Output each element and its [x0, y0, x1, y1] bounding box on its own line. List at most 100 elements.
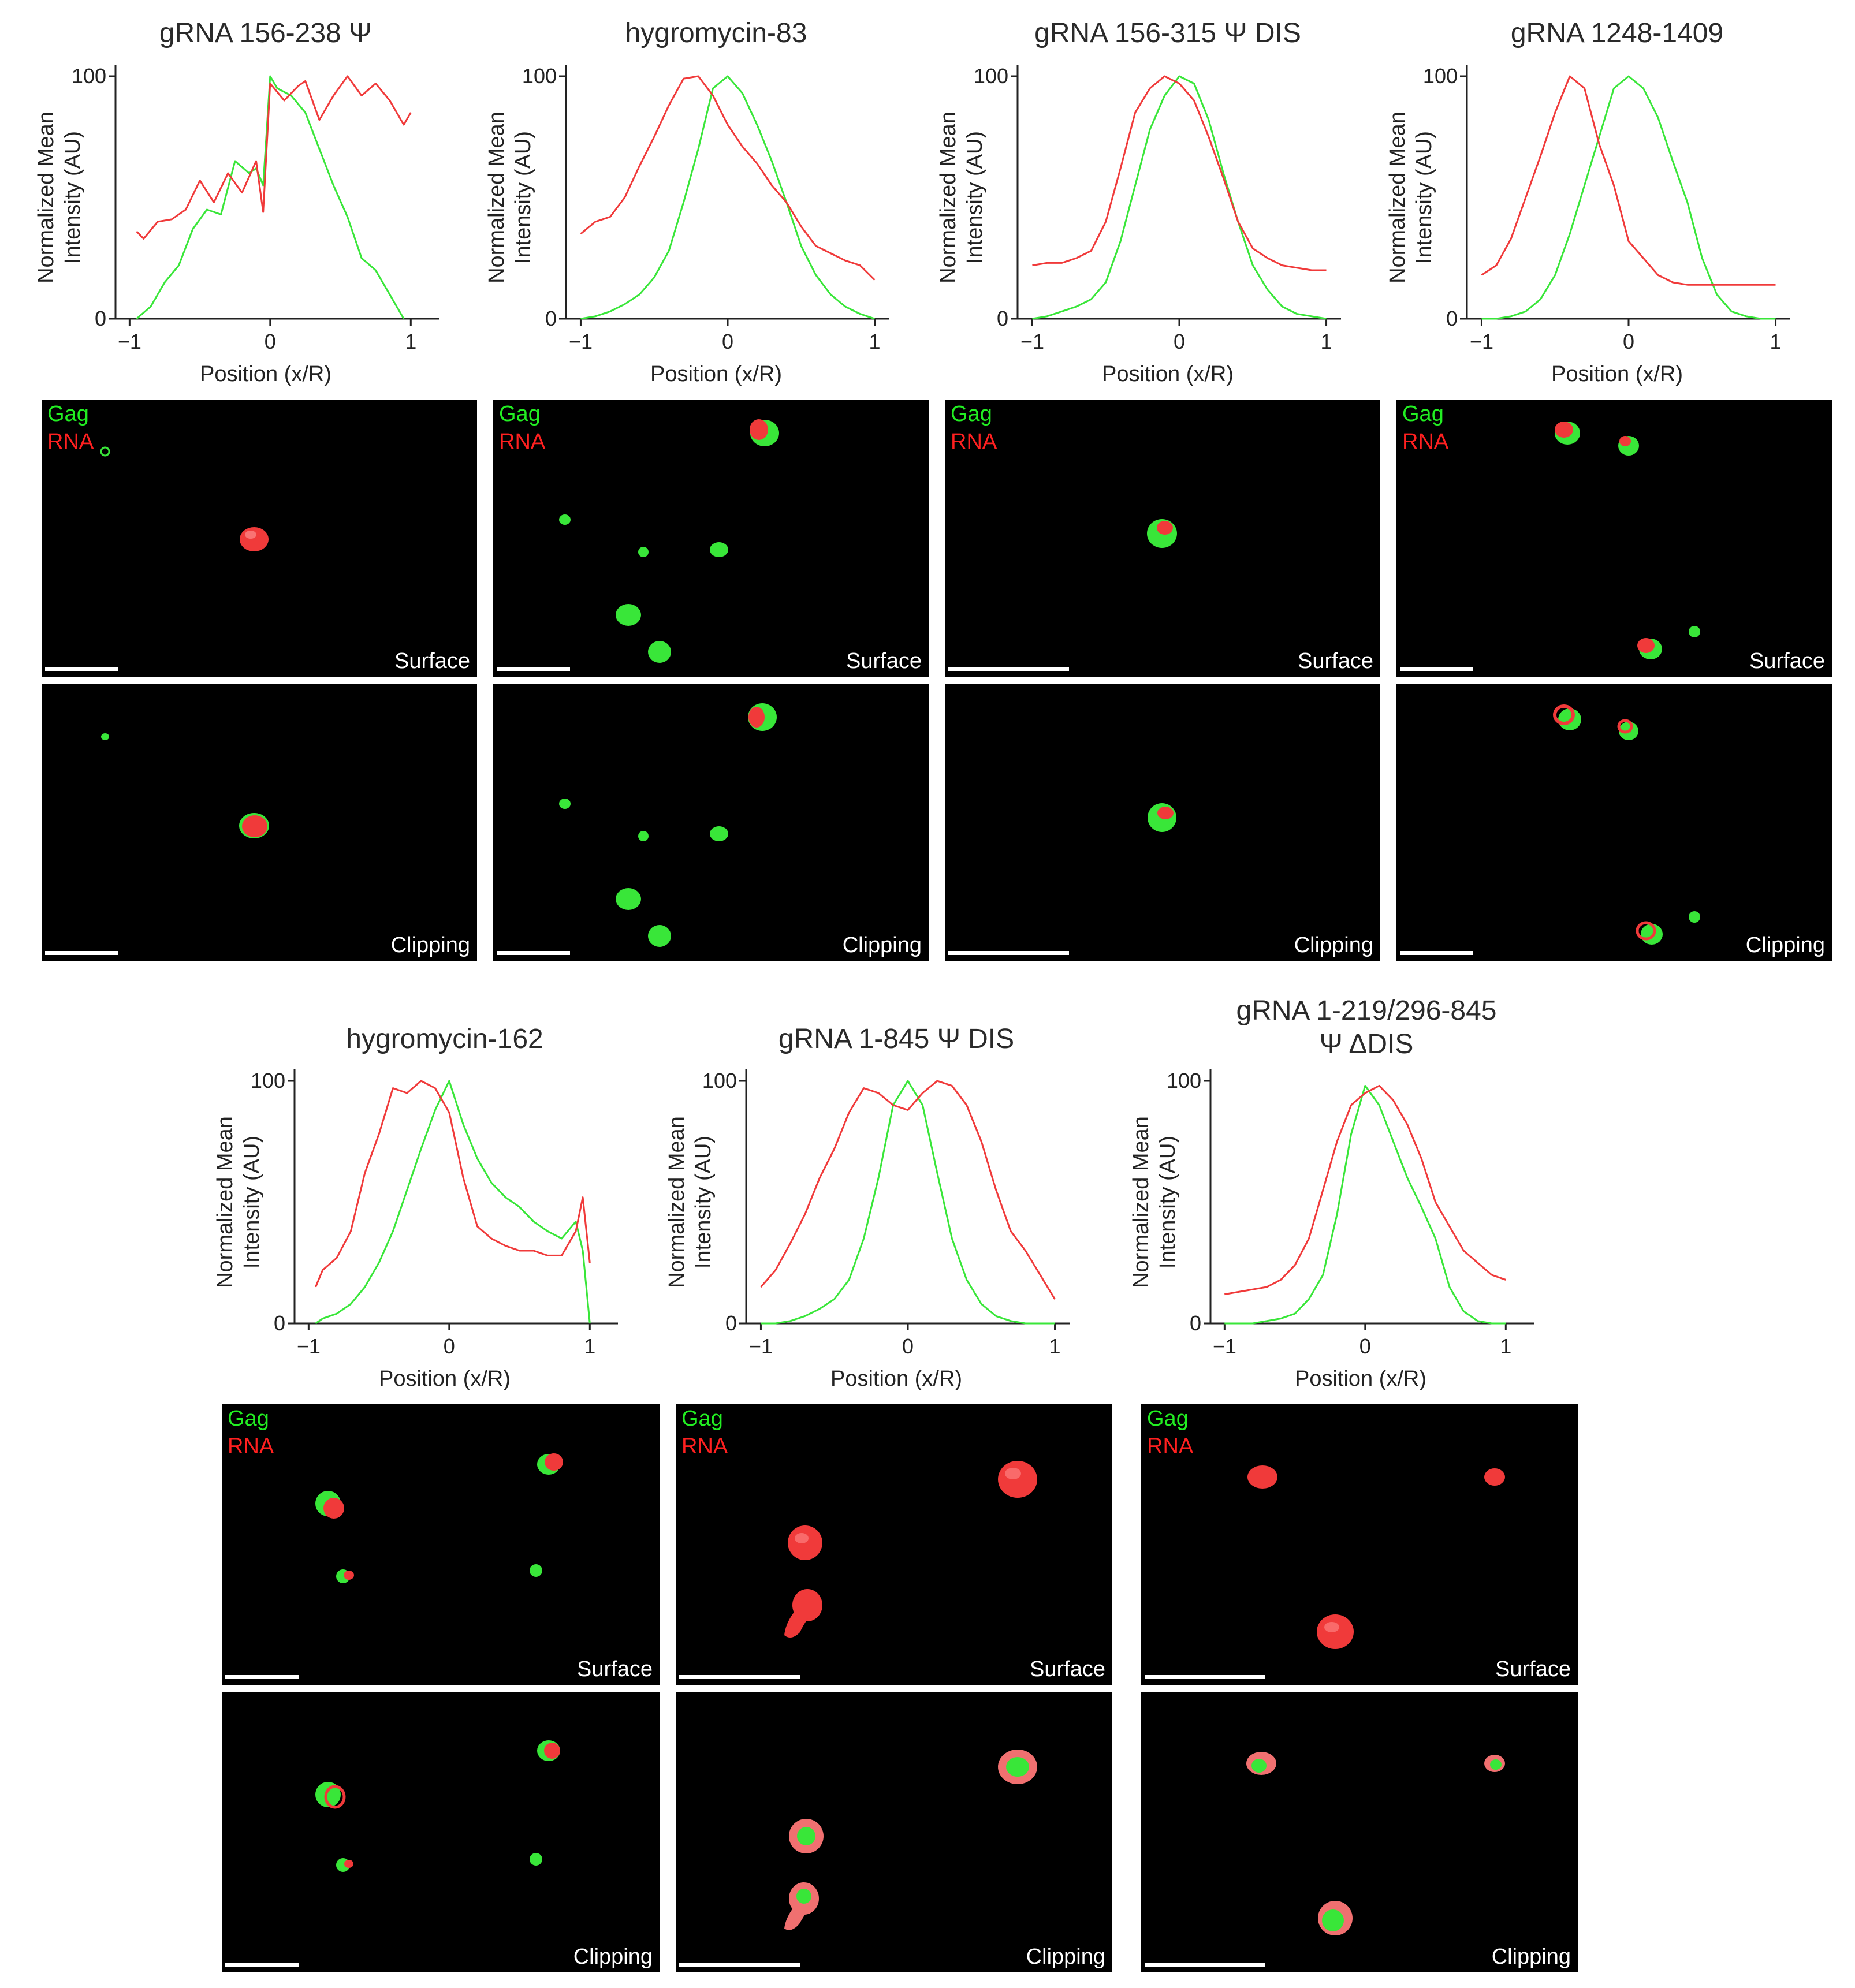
x-tick-label: −1	[569, 330, 593, 353]
clipping-render: Clipping	[945, 684, 1380, 961]
rna-particle	[344, 1860, 353, 1868]
scale-bar	[679, 1675, 800, 1679]
gag-series-line	[761, 1080, 1055, 1325]
rna-tail	[784, 1907, 807, 1930]
y-tick-label: 0	[725, 1311, 737, 1335]
particle-image	[559, 419, 779, 663]
gag-particle	[797, 1827, 815, 1845]
y-axis-label-line-2: Intensity (AU)	[240, 1136, 264, 1269]
clipping-render: Clipping	[676, 1692, 1112, 1972]
particle-image	[1246, 1752, 1505, 1935]
particle-image	[315, 1740, 560, 1872]
rna-label: RNA	[951, 430, 997, 454]
clipping-label: Clipping	[1294, 933, 1373, 957]
scale-bar	[45, 667, 118, 671]
x-tick-label: 0	[444, 1334, 455, 1358]
surface-label: Surface	[1749, 649, 1825, 673]
particle-image	[559, 703, 777, 947]
x-axis-label: Position (x/R)	[830, 1367, 962, 1391]
gag-series-line	[1481, 75, 1776, 320]
line-chart: 0 100 −1 0 1 Position (x/R) Normalized Mean Int…	[485, 64, 889, 386]
y-axis-label-line-1: Normalized Mean	[665, 1116, 689, 1288]
particle-image	[1553, 704, 1700, 945]
line-chart: 0 100 −1 0 1 Position (x/R) Normalized Mean Int…	[936, 64, 1341, 386]
x-axis-label: Position (x/R)	[1551, 362, 1683, 386]
x-tick-label: 1	[1321, 330, 1332, 353]
particle-image	[784, 1750, 1037, 1930]
panel-title: gRNA 156-315 Ψ DIS	[1034, 18, 1301, 49]
surface-render: Gag RNA Surface	[222, 1404, 660, 1685]
particle-image	[101, 733, 269, 838]
x-tick-label: 1	[584, 1334, 595, 1358]
scale-bar	[1400, 951, 1473, 955]
scale-bar	[1400, 667, 1473, 671]
surface-label: Surface	[577, 1657, 653, 1681]
rna-series-line	[580, 75, 876, 281]
panel-title: gRNA 1248-1409	[1510, 18, 1724, 49]
panel-title: gRNA 156-238 Ψ	[159, 18, 373, 49]
clipping-label: Clipping	[1491, 1945, 1571, 1969]
gag-particle	[638, 831, 649, 841]
scale-bar	[497, 667, 570, 671]
gag-particle	[1251, 1759, 1267, 1773]
y-axis-label-line-1: Normalized Mean	[1129, 1116, 1153, 1288]
gag-particle	[559, 799, 571, 809]
y-tick-label: 100	[522, 64, 557, 88]
line-chart: 0 100 −1 0 1 Position (x/R) Normalized Mean Int…	[34, 64, 439, 386]
gag-label: Gag	[1402, 402, 1444, 426]
rna-particle	[545, 1453, 563, 1471]
y-axis-label-line-1: Normalized Mean	[1385, 111, 1410, 284]
gag-label: Gag	[681, 1407, 723, 1431]
y-tick-label: 0	[997, 307, 1008, 330]
x-tick-label: 1	[1500, 1334, 1511, 1358]
rna-particle	[1637, 638, 1655, 653]
y-tick-label: 100	[72, 64, 106, 88]
particle-image	[100, 446, 269, 551]
rna-particle	[1617, 719, 1633, 734]
clipping-render: Clipping	[1396, 684, 1832, 961]
gag-particle	[1689, 911, 1700, 923]
y-axis-label-line-1: Normalized Mean	[34, 111, 58, 284]
gag-label: Gag	[951, 402, 992, 426]
panel-title: gRNA 1-845 Ψ DIS	[778, 1024, 1015, 1054]
gag-label: Gag	[1147, 1407, 1189, 1431]
y-axis-label-line-2: Intensity (AU)	[61, 131, 85, 264]
y-tick-label: 0	[1446, 307, 1458, 330]
gag-particle	[796, 1889, 811, 1904]
x-tick-label: 1	[869, 330, 881, 353]
clipping-render: Clipping	[1141, 1692, 1578, 1972]
x-tick-label: −1	[297, 1334, 321, 1358]
rna-label: RNA	[1147, 1434, 1194, 1459]
rna-label: RNA	[1402, 430, 1449, 454]
gag-label: Gag	[499, 402, 541, 426]
gag-particle	[638, 547, 649, 557]
surface-label: Surface	[1495, 1657, 1571, 1681]
gag-particle	[559, 514, 571, 525]
clipping-label: Clipping	[842, 933, 922, 957]
gag-particle	[616, 604, 641, 626]
scale-bar	[1145, 1675, 1265, 1679]
gag-particle	[530, 1853, 542, 1866]
clipping-label: Clipping	[1745, 933, 1825, 957]
surface-render: Gag RNA Surface	[676, 1404, 1112, 1685]
x-tick-label: 0	[265, 330, 276, 353]
scale-bar	[225, 1963, 299, 1967]
rna-particle	[1553, 704, 1575, 725]
x-tick-label: 1	[1049, 1334, 1061, 1358]
surface-label: Surface	[1298, 649, 1373, 673]
rna-highlight	[1005, 1468, 1021, 1479]
x-axis-label: Position (x/R)	[650, 362, 782, 386]
rna-tail	[784, 1612, 809, 1638]
x-tick-label: 0	[722, 330, 733, 353]
gag-particle	[101, 733, 109, 740]
rna-series-line	[315, 1080, 591, 1288]
surface-label: Surface	[1030, 1657, 1105, 1681]
line-chart: 0 100 −1 0 1 Position (x/R) Normalized Mean Int…	[665, 1069, 1070, 1391]
y-axis-label-line-2: Intensity (AU)	[691, 1136, 716, 1269]
rna-particle	[544, 1743, 560, 1759]
x-tick-label: 0	[1174, 330, 1185, 353]
rna-particle	[748, 707, 765, 728]
particle-image	[1247, 1465, 1505, 1649]
rna-particle	[1317, 1614, 1354, 1649]
rna-particle	[1247, 1465, 1277, 1489]
